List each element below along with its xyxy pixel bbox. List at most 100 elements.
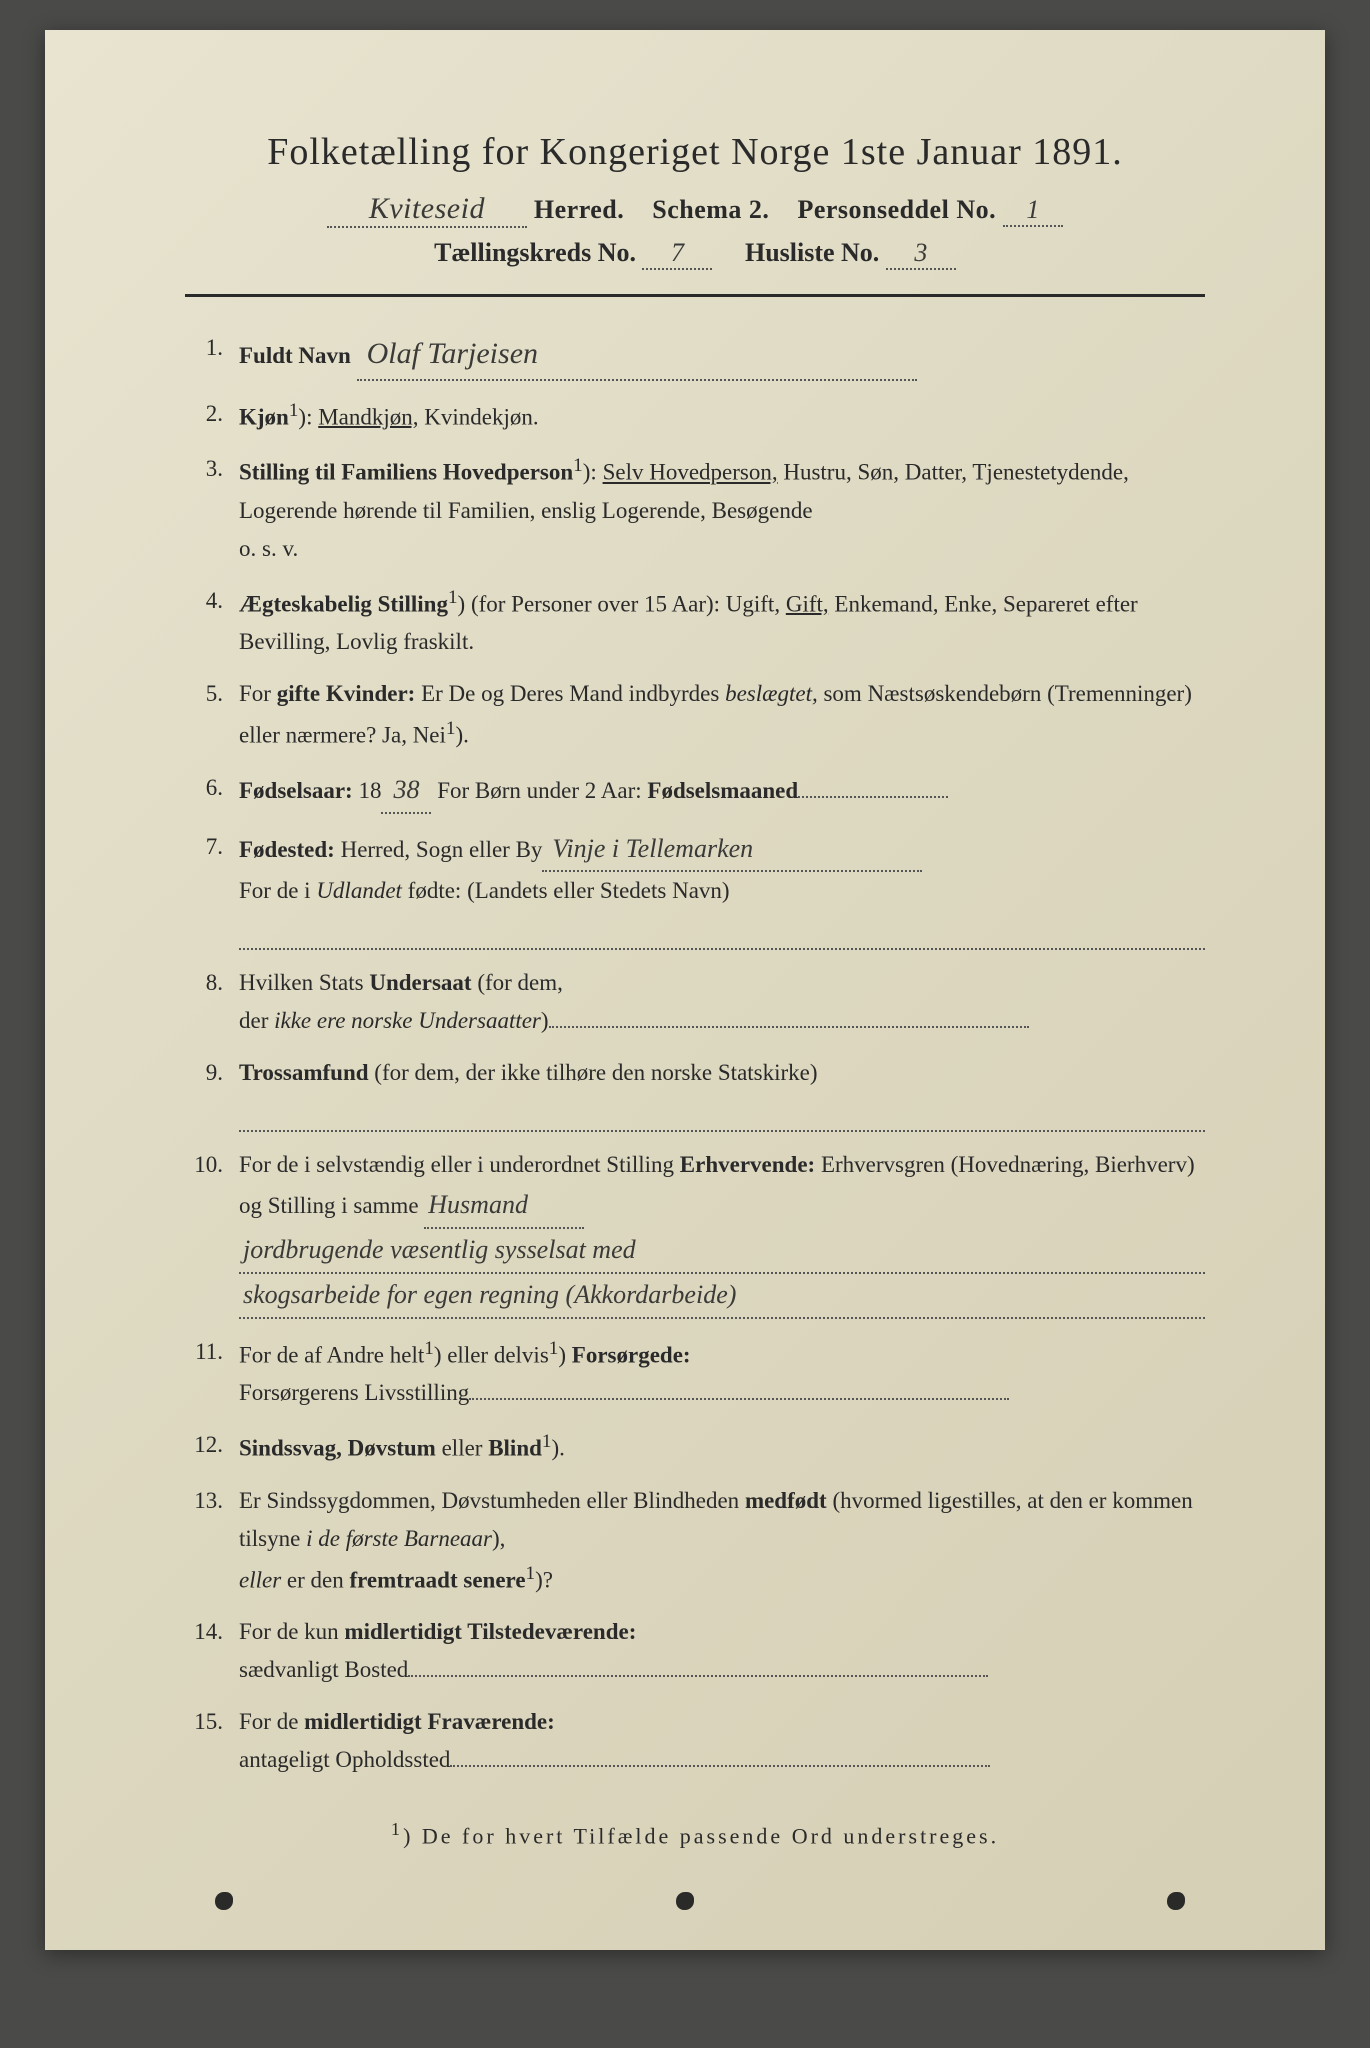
num-11: 11. [185,1333,239,1413]
q1-value: Olaf Tarjeisen [357,329,917,381]
q9-text: (for dem, der ikke tilhøre den norske St… [369,1060,818,1085]
q7-t3: fødte: (Landets eller Stedets Navn) [402,878,730,903]
num-7: 7. [185,828,239,951]
q12-label: Sindssvag, Døvstum [239,1436,436,1461]
herred-label: Herred. [534,195,624,224]
q13-t4: er den [281,1567,349,1592]
husliste-label: Husliste No. [745,238,879,267]
header-line-1: Kviteseid Herred. Schema 2. Personseddel… [185,192,1205,228]
q13-sup: 1 [526,1563,536,1584]
item-9: 9. Trossamfund (for dem, der ikke tilhør… [185,1054,1205,1132]
q12-t2: ). [552,1436,565,1461]
num-4: 4. [185,582,239,662]
num-10: 10. [185,1146,239,1319]
item-4: 4. Ægteskabelig Stilling1) (for Personer… [185,582,1205,662]
q8-t4: ) [541,1008,549,1033]
q3-sup: 1 [573,455,583,476]
q6-label2: Fødselsmaaned [647,778,798,803]
q13-em2: eller [239,1567,281,1592]
q9-label: Trossamfund [239,1060,369,1085]
q6-t1: For Børn under 2 Aar: [431,778,647,803]
q9-blank [239,1092,1205,1132]
q4-label: Ægteskabelig Stilling [239,591,448,616]
num-1: 1. [185,329,239,381]
q8-label: Undersaat [369,970,471,995]
num-2: 2. [185,395,239,437]
form-title: Folketælling for Kongeriget Norge 1ste J… [185,130,1205,174]
q13-t5: )? [535,1567,553,1592]
num-15: 15. [185,1703,239,1779]
q13-t1: Er Sindssygdommen, Døvstumheden eller Bl… [239,1488,745,1513]
q6-value: 38 [381,769,431,814]
item-15: 15. For de midlertidigt Fraværende: anta… [185,1703,1205,1779]
header-line-2: Tællingskreds No. 7 Husliste No. 3 [185,238,1205,270]
footnote-text: ) De for hvert Tilfælde passende Ord und… [403,1823,999,1848]
q3-t3: o. s. v. [239,536,298,561]
q12-label2: Blind [488,1436,542,1461]
q15-t2: antageligt Opholdssted [239,1747,450,1772]
item-7: 7. Fødested: Herred, Sogn eller ByVinje … [185,828,1205,951]
item-2: 2. Kjøn1): Mandkjøn, Kvindekjøn. [185,395,1205,437]
binding-hole-icon [676,1892,694,1910]
item-6: 6. Fødselsaar: 1838 For Børn under 2 Aar… [185,769,1205,814]
herred-value: Kviteseid [327,192,527,228]
q2-label: Kjøn [239,404,289,429]
footnote-sup: 1 [391,1819,403,1839]
q8-t3: der [239,1008,274,1033]
q15-t1: For de [239,1709,304,1734]
item-3: 3. Stilling til Familiens Hovedperson1):… [185,450,1205,567]
q4-t1: ) (for Personer over 15 Aar): Ugift, [458,591,786,616]
q15-label: midlertidigt Fraværende: [304,1709,555,1734]
kreds-label: Tællingskreds No. [434,238,636,267]
num-13: 13. [185,1482,239,1599]
census-form-page: Folketælling for Kongeriget Norge 1ste J… [45,30,1325,1950]
q6-blank [798,796,948,798]
q12-sup: 1 [542,1431,552,1452]
q13-label: medfødt [745,1488,827,1513]
q5-label: gifte Kvinder: [277,681,416,706]
q14-blank [408,1675,988,1677]
item-10: 10. For de i selvstændig eller i underor… [185,1146,1205,1319]
binding-hole-icon [1167,1892,1185,1910]
q11-s1: 1 [424,1338,434,1359]
q6-prefix: 18 [353,778,382,803]
q14-label: midlertidigt Tilstedeværende: [344,1619,636,1644]
q11-t1: For de af Andre helt [239,1342,424,1367]
q3-t1: ): [583,460,603,485]
num-3: 3. [185,450,239,567]
q8-t2: (for dem, [472,970,563,995]
q13-em1: i de første Barneaar [306,1526,492,1551]
q5-em: beslægtet, [725,681,818,706]
q10-v1: Husmand [424,1184,584,1229]
num-8: 8. [185,964,239,1040]
q7-blank [239,910,1205,950]
q11-t2: ) eller delvis [434,1342,549,1367]
q15-blank [450,1765,990,1767]
footnote: 1) De for hvert Tilfælde passende Ord un… [185,1819,1205,1849]
q8-em: ikke ere norske Undersaatter [274,1008,541,1033]
q5-t1: For [239,681,277,706]
q7-t1: Herred, Sogn eller By [335,837,543,862]
kreds-no: 7 [642,238,712,270]
num-5: 5. [185,675,239,755]
item-14: 14. For de kun midlertidigt Tilstedevære… [185,1613,1205,1689]
q10-t1: For de i selvstændig eller i underordnet… [239,1152,680,1177]
num-12: 12. [185,1426,239,1468]
q2-text: ): [298,404,318,429]
binding-hole-icon [215,1892,233,1910]
q11-blank [469,1398,1009,1400]
q7-em: Udlandet [316,878,402,903]
q13-label2: fremtraadt senere [349,1567,525,1592]
q2-opt2: Kvindekjøn. [419,404,539,429]
q5-t2: Er De og Deres Mand indbyrdes [415,681,725,706]
q2-opt1: Mandkjøn, [318,404,418,429]
q14-t1: For de kun [239,1619,344,1644]
q10-v3: skogsarbeide for egen regning (Akkordarb… [239,1274,1205,1319]
q4-sup: 1 [448,587,458,608]
item-13: 13. Er Sindssygdommen, Døvstumheden elle… [185,1482,1205,1599]
q7-t2: For de i [239,878,316,903]
q2-sup: 1 [289,400,299,421]
q3-opt1: Selv Hovedperson, [603,460,778,485]
q8-t1: Hvilken Stats [239,970,369,995]
q8-blank [549,1026,1029,1028]
